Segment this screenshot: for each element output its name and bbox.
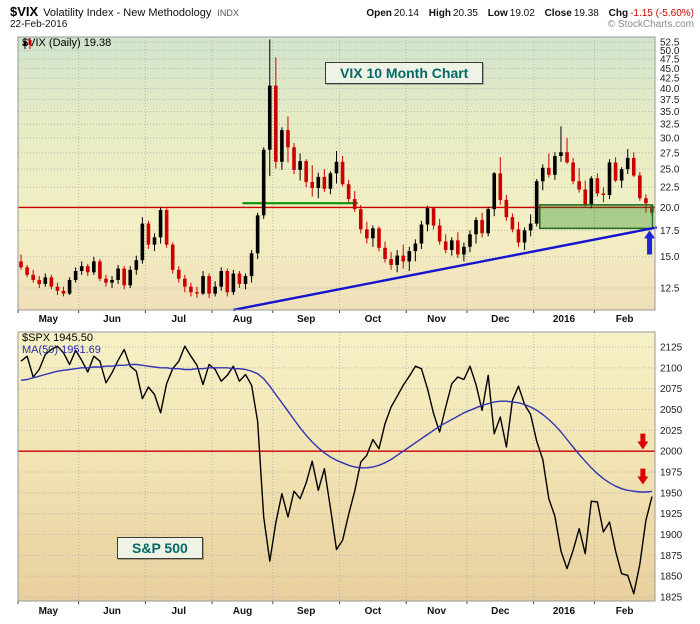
chg-label: Chg <box>608 8 629 19</box>
vix-legend-label: $VIX (Daily) 19.38 <box>22 37 112 49</box>
exchange-label: INDX <box>217 8 239 18</box>
svg-text:Oct: Oct <box>365 314 382 325</box>
open-value: 20.14 <box>393 8 419 19</box>
symbol: $VIX <box>10 4 39 19</box>
svg-text:May: May <box>39 314 59 325</box>
svg-text:1900: 1900 <box>660 530 683 541</box>
svg-text:25.0: 25.0 <box>660 165 680 176</box>
svg-text:Aug: Aug <box>233 314 252 325</box>
svg-text:2016: 2016 <box>553 606 576 617</box>
high-label: High <box>428 8 451 19</box>
svg-text:1875: 1875 <box>660 551 683 562</box>
svg-text:40.0: 40.0 <box>660 84 680 95</box>
svg-text:Feb: Feb <box>616 314 634 325</box>
close-label: Close <box>544 8 572 19</box>
chg-value: -1.15 (-5.60%) <box>630 8 694 19</box>
svg-text:Nov: Nov <box>427 314 446 325</box>
svg-text:Jun: Jun <box>103 606 121 617</box>
svg-text:17.5: 17.5 <box>660 226 680 237</box>
svg-text:May: May <box>39 606 59 617</box>
high-value: 20.35 <box>452 8 478 19</box>
svg-text:52.5: 52.5 <box>660 38 680 49</box>
svg-text:1975: 1975 <box>660 468 683 479</box>
svg-text:Jul: Jul <box>172 606 187 617</box>
svg-text:27.5: 27.5 <box>660 148 680 159</box>
svg-text:2000: 2000 <box>660 447 683 458</box>
svg-text:35.0: 35.0 <box>660 107 680 118</box>
close-value: 19.38 <box>573 8 599 19</box>
ma-legend: MA(50) 1951.69 <box>22 344 101 356</box>
svg-text:15.0: 15.0 <box>660 252 680 263</box>
svg-text:20.0: 20.0 <box>660 203 680 214</box>
svg-text:Sep: Sep <box>297 606 315 617</box>
chart-header: $VIX Volatility Index - New Methodology … <box>0 0 700 19</box>
svg-text:Jun: Jun <box>103 314 121 325</box>
chart-subheader: 22-Feb-2016 © StockCharts.com <box>0 19 700 30</box>
spx-legend-label: $SPX 1945.50 <box>22 332 93 344</box>
svg-text:42.5: 42.5 <box>660 74 680 85</box>
open-label: Open <box>366 8 392 19</box>
svg-text:Feb: Feb <box>616 606 634 617</box>
spx-legend: $SPX 1945.50 <box>22 332 93 344</box>
svg-text:1925: 1925 <box>660 509 683 520</box>
svg-text:47.5: 47.5 <box>660 55 680 66</box>
svg-text:2016: 2016 <box>553 314 576 325</box>
quote-summary: Open 20.14 High 20.35 Low 19.02 Close 19.38 … <box>359 8 694 19</box>
candlestick-icon <box>23 37 32 49</box>
svg-text:1825: 1825 <box>660 593 683 604</box>
svg-text:Dec: Dec <box>491 314 510 325</box>
svg-text:2050: 2050 <box>660 405 683 416</box>
svg-text:30.0: 30.0 <box>660 133 680 144</box>
spx-annotation-box: S&P 500 <box>117 537 203 559</box>
svg-text:50.0: 50.0 <box>660 46 680 57</box>
svg-text:45.0: 45.0 <box>660 64 680 75</box>
svg-text:32.5: 32.5 <box>660 120 680 131</box>
svg-text:Sep: Sep <box>297 314 315 325</box>
svg-text:Oct: Oct <box>365 606 382 617</box>
svg-text:22.5: 22.5 <box>660 183 680 194</box>
vix-annotation-box: VIX 10 Month Chart <box>325 62 484 84</box>
svg-text:2025: 2025 <box>660 426 683 437</box>
svg-text:2075: 2075 <box>660 384 683 395</box>
spx-line-chart: 1825 1850 1875 1900 1925 1950 1975 2000 2025 2050… <box>17 331 683 617</box>
svg-text:Dec: Dec <box>491 606 510 617</box>
low-label: Low <box>487 8 508 19</box>
low-value: 19.02 <box>509 8 535 19</box>
ma-legend-label: MA(50) 1951.69 <box>22 344 101 356</box>
svg-text:37.5: 37.5 <box>660 95 680 106</box>
svg-text:1850: 1850 <box>660 572 683 583</box>
svg-text:12.5: 12.5 <box>660 284 680 295</box>
copyright: © StockCharts.com <box>607 19 694 30</box>
svg-text:2100: 2100 <box>660 363 683 374</box>
svg-text:1950: 1950 <box>660 488 683 499</box>
symbol-description: Volatility Index - New Methodology <box>43 7 212 19</box>
svg-text:Aug: Aug <box>233 606 252 617</box>
svg-text:2125: 2125 <box>660 343 683 354</box>
vix-legend: $VIX (Daily) 19.38 <box>22 37 111 49</box>
chart-date: 22-Feb-2016 <box>10 19 68 30</box>
svg-text:Jul: Jul <box>172 314 187 325</box>
svg-text:Nov: Nov <box>427 606 446 617</box>
